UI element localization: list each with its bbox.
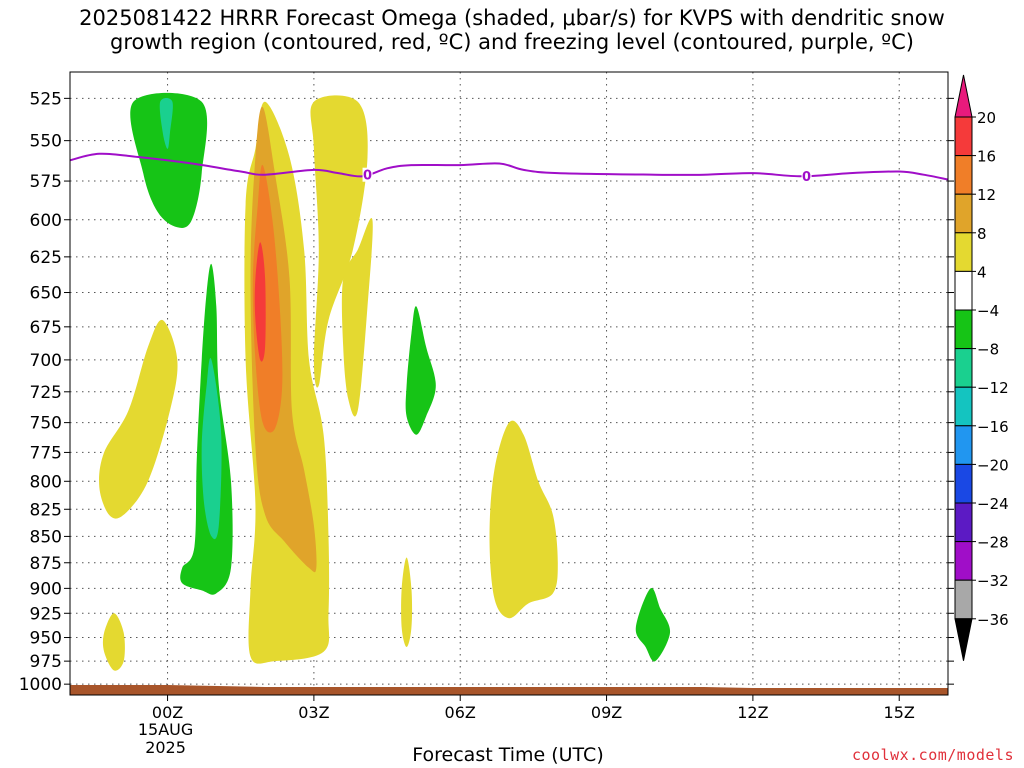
omega-region <box>159 97 173 149</box>
colorbar-label: −28 <box>977 534 1009 552</box>
y-tick-label: 575 <box>30 172 62 192</box>
colorbar-label: −8 <box>977 341 999 359</box>
y-tick-label: 525 <box>30 89 62 109</box>
y-tick-label: 750 <box>30 414 62 434</box>
colorbar-swatch <box>954 502 973 543</box>
y-tick-label: 675 <box>30 318 62 338</box>
x-tick-label: 15Z <box>884 703 915 722</box>
x-tick-label: 00Z <box>152 703 183 722</box>
y-tick-label: 825 <box>30 500 62 520</box>
y-tick-label: 850 <box>30 527 62 547</box>
freezing-level-line <box>70 152 948 181</box>
x-tick-sublabel-year: 2025 <box>145 738 186 757</box>
axes: 525 550 575 600 625 650 675 700 725 750 775 800 825 8… <box>19 71 954 757</box>
chart-title-line2: growth region (contoured, red, ºC) and f… <box>110 30 914 54</box>
colorbar-swatch <box>954 232 973 272</box>
colorbar-swatch <box>954 193 973 234</box>
colorbar-label: 12 <box>977 186 996 204</box>
colorbar-swatch <box>954 386 973 427</box>
y-tick-label: 700 <box>30 351 62 371</box>
colorbar-label: −32 <box>977 572 1009 590</box>
colorbar-label: −24 <box>977 495 1009 513</box>
colorbar-label: −20 <box>977 456 1009 474</box>
y-tick-label: 625 <box>30 248 62 268</box>
y-tick-label: 875 <box>30 554 62 574</box>
omega-region <box>489 420 558 619</box>
omega-region <box>341 217 373 417</box>
chart-title: 2025081422 HRRR Forecast Omega (shaded, … <box>0 6 1024 54</box>
y-tick-label: 600 <box>30 211 62 231</box>
credit-link[interactable]: coolwx.com/models <box>851 746 1014 764</box>
surface-terrain <box>70 685 948 695</box>
colorbar-swatch <box>954 425 973 465</box>
freezing-level-label-bg <box>801 168 812 183</box>
colorbar-swatch <box>954 116 973 157</box>
plot-frame <box>69 71 949 696</box>
omega-region <box>401 557 413 647</box>
colorbar-swatch <box>954 348 973 388</box>
omega-region <box>252 164 283 433</box>
omega-region <box>405 306 436 435</box>
colorbar-bottom-triangle <box>954 618 973 661</box>
y-tick-label: 950 <box>30 629 62 649</box>
colorbar-label: 8 <box>977 225 987 243</box>
colorbar-swatch <box>954 541 973 581</box>
x-tick-label: 06Z <box>445 703 476 722</box>
freezing-level-label: 0 <box>363 169 372 184</box>
x-tick-label: 09Z <box>591 703 622 722</box>
freezing-level-label: 0 <box>802 170 811 185</box>
y-tick-label: 975 <box>30 652 62 672</box>
y-tick-label: 1000 <box>19 675 62 695</box>
y-tick-label: 800 <box>30 472 62 492</box>
colorbar-label: 20 <box>977 109 996 127</box>
color-bar: 20 16 12 8 4 −4 −8 −12 −16 −20 −24 −28 −32 −36 <box>954 74 1009 661</box>
colorbar-label: −12 <box>977 379 1009 397</box>
omega-region <box>310 95 368 388</box>
colorbar-label: 16 <box>977 148 996 166</box>
colorbar-label: −16 <box>977 418 1009 436</box>
y-tick-label: 650 <box>30 284 62 304</box>
colorbar-label: −4 <box>977 302 999 320</box>
omega-region <box>635 587 671 662</box>
colorbar-label: 4 <box>977 263 987 281</box>
y-tick-label: 900 <box>30 579 62 599</box>
colorbar-swatch <box>954 463 973 504</box>
colorbar-label: −36 <box>977 611 1009 629</box>
freezing-level-label-bg <box>362 167 373 182</box>
x-tick-label: 12Z <box>737 703 768 722</box>
x-axis-label: Forecast Time (UTC) <box>412 744 604 766</box>
colorbar-swatch <box>954 579 973 620</box>
y-tick-label: 725 <box>30 383 62 403</box>
colorbar-swatch <box>954 155 973 195</box>
omega-region <box>254 242 266 362</box>
colorbar-swatch <box>954 270 973 311</box>
colorbar-swatch <box>954 309 973 350</box>
omega-region <box>102 613 125 671</box>
x-tick-label: 03Z <box>298 703 329 722</box>
colorbar-top-triangle <box>954 74 973 118</box>
omega-region <box>99 319 178 519</box>
chart-title-line1: 2025081422 HRRR Forecast Omega (shaded, … <box>79 6 945 30</box>
omega-region <box>201 357 222 540</box>
y-tick-label: 775 <box>30 443 62 463</box>
x-tick-sublabel-date: 15AUG <box>138 720 193 739</box>
y-tick-label: 925 <box>30 604 62 624</box>
y-tick-label: 550 <box>30 132 62 152</box>
